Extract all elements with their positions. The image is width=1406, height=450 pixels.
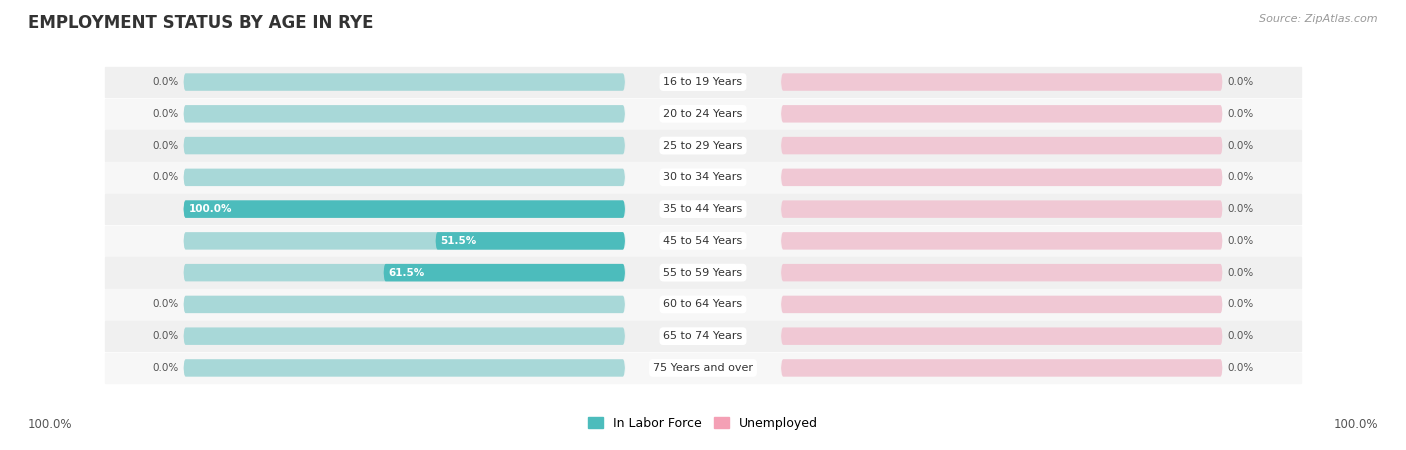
Text: 0.0%: 0.0% [1227, 268, 1254, 278]
FancyBboxPatch shape [384, 264, 626, 281]
FancyBboxPatch shape [780, 105, 1223, 122]
Text: 0.0%: 0.0% [152, 77, 179, 87]
FancyBboxPatch shape [183, 105, 626, 122]
Bar [105, 225, 1301, 256]
Bar [105, 353, 1301, 383]
Text: Source: ZipAtlas.com: Source: ZipAtlas.com [1260, 14, 1378, 23]
FancyBboxPatch shape [183, 232, 626, 250]
FancyBboxPatch shape [780, 200, 1223, 218]
Text: 20 to 24 Years: 20 to 24 Years [664, 109, 742, 119]
Text: EMPLOYMENT STATUS BY AGE IN RYE: EMPLOYMENT STATUS BY AGE IN RYE [28, 14, 374, 32]
Bar [105, 321, 1301, 351]
FancyBboxPatch shape [183, 200, 626, 218]
Text: 0.0%: 0.0% [1227, 172, 1254, 182]
FancyBboxPatch shape [183, 264, 626, 281]
Bar [105, 99, 1301, 129]
Text: 45 to 54 Years: 45 to 54 Years [664, 236, 742, 246]
Bar [105, 162, 1301, 193]
FancyBboxPatch shape [183, 200, 626, 218]
Text: 51.5%: 51.5% [440, 236, 477, 246]
FancyBboxPatch shape [780, 296, 1223, 313]
Text: 0.0%: 0.0% [152, 363, 179, 373]
FancyBboxPatch shape [780, 137, 1223, 154]
Text: 100.0%: 100.0% [1333, 418, 1378, 432]
Legend: In Labor Force, Unemployed: In Labor Force, Unemployed [583, 412, 823, 435]
FancyBboxPatch shape [183, 328, 626, 345]
Text: 100.0%: 100.0% [28, 418, 73, 432]
Text: 0.0%: 0.0% [1227, 109, 1254, 119]
FancyBboxPatch shape [183, 137, 626, 154]
Bar [105, 289, 1301, 320]
FancyBboxPatch shape [780, 169, 1223, 186]
Text: 0.0%: 0.0% [1227, 77, 1254, 87]
Text: 0.0%: 0.0% [1227, 299, 1254, 310]
FancyBboxPatch shape [780, 73, 1223, 91]
Text: 0.0%: 0.0% [1227, 363, 1254, 373]
FancyBboxPatch shape [183, 73, 626, 91]
Text: 0.0%: 0.0% [152, 109, 179, 119]
Text: 0.0%: 0.0% [152, 331, 179, 341]
FancyBboxPatch shape [780, 264, 1223, 281]
Bar [105, 194, 1301, 225]
Text: 0.0%: 0.0% [152, 299, 179, 310]
Text: 0.0%: 0.0% [152, 172, 179, 182]
Bar [105, 67, 1301, 97]
Text: 0.0%: 0.0% [1227, 204, 1254, 214]
FancyBboxPatch shape [780, 328, 1223, 345]
Text: 35 to 44 Years: 35 to 44 Years [664, 204, 742, 214]
Text: 100.0%: 100.0% [188, 204, 232, 214]
Text: 55 to 59 Years: 55 to 59 Years [664, 268, 742, 278]
Text: 16 to 19 Years: 16 to 19 Years [664, 77, 742, 87]
FancyBboxPatch shape [780, 359, 1223, 377]
Text: 0.0%: 0.0% [152, 140, 179, 151]
Text: 30 to 34 Years: 30 to 34 Years [664, 172, 742, 182]
Text: 0.0%: 0.0% [1227, 331, 1254, 341]
FancyBboxPatch shape [780, 232, 1223, 250]
FancyBboxPatch shape [183, 169, 626, 186]
FancyBboxPatch shape [183, 359, 626, 377]
Text: 25 to 29 Years: 25 to 29 Years [664, 140, 742, 151]
Bar [105, 257, 1301, 288]
FancyBboxPatch shape [183, 296, 626, 313]
Text: 0.0%: 0.0% [1227, 140, 1254, 151]
Text: 65 to 74 Years: 65 to 74 Years [664, 331, 742, 341]
Text: 0.0%: 0.0% [1227, 236, 1254, 246]
Text: 61.5%: 61.5% [388, 268, 425, 278]
Text: 75 Years and over: 75 Years and over [652, 363, 754, 373]
FancyBboxPatch shape [436, 232, 626, 250]
Text: 60 to 64 Years: 60 to 64 Years [664, 299, 742, 310]
Bar [105, 130, 1301, 161]
